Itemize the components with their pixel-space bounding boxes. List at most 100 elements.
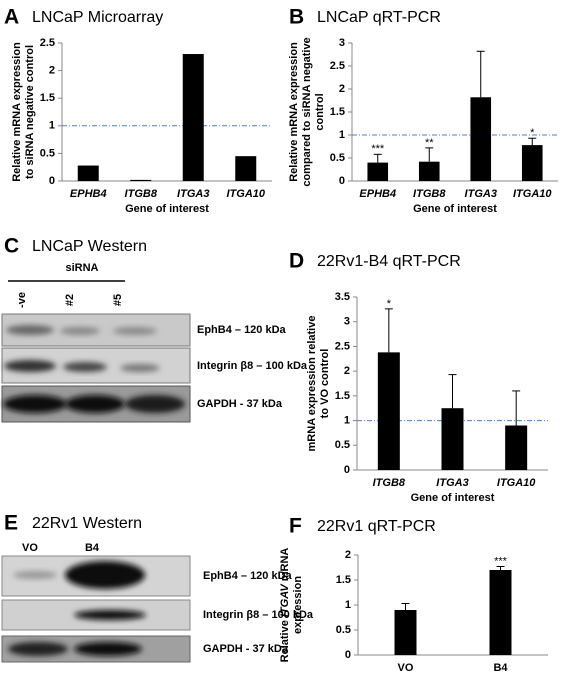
y-axis-label: expression bbox=[292, 576, 304, 634]
y-tick-label: 0 bbox=[339, 175, 345, 187]
y-tick-label: 0.5 bbox=[335, 439, 350, 451]
panel-letter: C bbox=[4, 235, 19, 258]
y-tick-label: 2.5 bbox=[330, 60, 345, 72]
panel-letter: E bbox=[4, 512, 18, 535]
y-tick-label: 0 bbox=[49, 175, 55, 187]
lane-label: #2 bbox=[64, 294, 76, 306]
y-tick-label: 1.5 bbox=[335, 390, 350, 402]
y-axis-label: mRNA expression relative bbox=[306, 316, 318, 452]
y-axis-label: control bbox=[314, 93, 326, 130]
panel-title: LNCaP qRT-PCR bbox=[317, 9, 441, 26]
band-label: EphB4 – 120 kDa bbox=[197, 324, 287, 336]
y-tick-label: 0.5 bbox=[330, 152, 345, 164]
error-bar bbox=[425, 147, 434, 162]
lane-label: B4 bbox=[85, 542, 100, 554]
x-tick-label: ITGA3 bbox=[436, 477, 468, 489]
x-tick-label: EPHB4 bbox=[70, 188, 107, 200]
group-label: siRNA bbox=[65, 262, 98, 274]
bar bbox=[505, 425, 528, 470]
bar bbox=[77, 165, 99, 181]
bar bbox=[367, 162, 389, 181]
y-axis-label: compared to siRNA negative bbox=[301, 37, 313, 186]
y-axis-label-part: mRNA bbox=[279, 548, 291, 585]
y-tick-label: 2.5 bbox=[335, 340, 350, 352]
y-tick-label: 1 bbox=[339, 129, 345, 141]
x-tick-label: ITGA3 bbox=[177, 188, 209, 200]
bar bbox=[235, 156, 257, 181]
y-tick-label: 0 bbox=[345, 649, 351, 661]
x-tick-label: B4 bbox=[493, 662, 508, 674]
error-bar bbox=[476, 50, 485, 98]
bar bbox=[182, 54, 204, 181]
y-tick-label: 0.5 bbox=[336, 624, 351, 636]
significance-label: *** bbox=[371, 143, 385, 155]
lane-label: -ve bbox=[16, 292, 28, 308]
bar bbox=[489, 570, 512, 655]
y-tick-label: 1 bbox=[345, 599, 351, 611]
panel-letter: A bbox=[4, 6, 19, 29]
y-tick-label: 1.5 bbox=[336, 574, 351, 586]
x-tick-label: ITGB8 bbox=[373, 477, 406, 489]
y-tick-label: 1 bbox=[49, 120, 55, 132]
blot-panel-c: C LNCaP Western siRNA -ve #2 #5 EphB4 – … bbox=[1, 235, 308, 423]
blot-image bbox=[1, 313, 191, 423]
x-tick-label: EPHB4 bbox=[359, 188, 396, 200]
x-tick-label: ITGA10 bbox=[497, 477, 536, 489]
y-tick-label: 1.5 bbox=[330, 106, 345, 118]
y-tick-label: 2 bbox=[345, 549, 351, 561]
panel-title: LNCaP Western bbox=[32, 238, 147, 255]
band-label: EphB4 – 120 kDa bbox=[203, 570, 293, 582]
y-tick-label: 2 bbox=[344, 365, 350, 377]
x-tick-label: ITGA3 bbox=[465, 188, 497, 200]
y-tick-label: 2 bbox=[49, 65, 55, 77]
band-label: GAPDH - 37 kDa bbox=[203, 643, 289, 655]
x-axis-label: Gene of interest bbox=[411, 492, 495, 504]
y-axis-label: to siRNA negative control bbox=[24, 45, 36, 179]
y-tick-label: 3 bbox=[344, 316, 350, 328]
error-bar bbox=[512, 390, 521, 426]
error-bar bbox=[401, 603, 410, 610]
x-tick-label: ITGB8 bbox=[125, 188, 158, 200]
x-tick-label: ITGA10 bbox=[226, 188, 265, 200]
band-label: GAPDH - 37 kDa bbox=[197, 398, 283, 410]
panel-letter: F bbox=[289, 515, 302, 538]
lane-label: #5 bbox=[112, 294, 124, 306]
y-tick-label: 1.5 bbox=[40, 92, 55, 104]
y-axis-label: to VO control bbox=[319, 349, 331, 419]
error-bar bbox=[373, 153, 382, 163]
panel-title: 22Rv1 Western bbox=[32, 515, 142, 532]
x-tick-label: VO bbox=[398, 662, 414, 674]
bar bbox=[441, 408, 464, 470]
lane-label: VO bbox=[22, 542, 38, 554]
significance-label: *** bbox=[494, 555, 508, 567]
bar bbox=[418, 161, 440, 181]
error-bar bbox=[528, 137, 537, 146]
panel-title: 22Rv1 qRT-PCR bbox=[317, 518, 436, 535]
y-tick-label: 0.5 bbox=[40, 147, 55, 159]
error-bar bbox=[496, 566, 505, 570]
x-axis-label: Gene of interest bbox=[125, 203, 209, 215]
bar bbox=[377, 352, 400, 470]
significance-label: * bbox=[530, 127, 535, 139]
y-tick-label: 3 bbox=[339, 37, 345, 49]
panel-letter: B bbox=[289, 6, 304, 29]
band-label: Integrin β8 – 100 kDa bbox=[197, 360, 308, 372]
y-axis-label-part: Relative bbox=[279, 617, 291, 662]
blot-image bbox=[1, 555, 191, 663]
significance-label: * bbox=[387, 298, 392, 310]
y-tick-label: 2.5 bbox=[40, 37, 55, 49]
y-tick-label: 2 bbox=[339, 83, 345, 95]
y-tick-label: 1 bbox=[344, 414, 350, 426]
band-label: Integrin β8 – 100 kDa bbox=[203, 609, 314, 621]
panel-letter: D bbox=[289, 250, 304, 273]
y-axis-label: Relative mRNA expression bbox=[288, 42, 300, 182]
error-bar bbox=[384, 308, 393, 353]
bar bbox=[470, 97, 492, 181]
blot-panel-e: E 22Rv1 Western VO B4 EphB4 – 120 kDa In… bbox=[1, 512, 314, 663]
error-bar bbox=[448, 374, 457, 409]
x-tick-label: ITGB8 bbox=[413, 188, 446, 200]
bar bbox=[130, 179, 152, 181]
y-axis-label: Relative mRNA expression bbox=[11, 42, 23, 182]
x-tick-label: ITGA10 bbox=[513, 188, 552, 200]
